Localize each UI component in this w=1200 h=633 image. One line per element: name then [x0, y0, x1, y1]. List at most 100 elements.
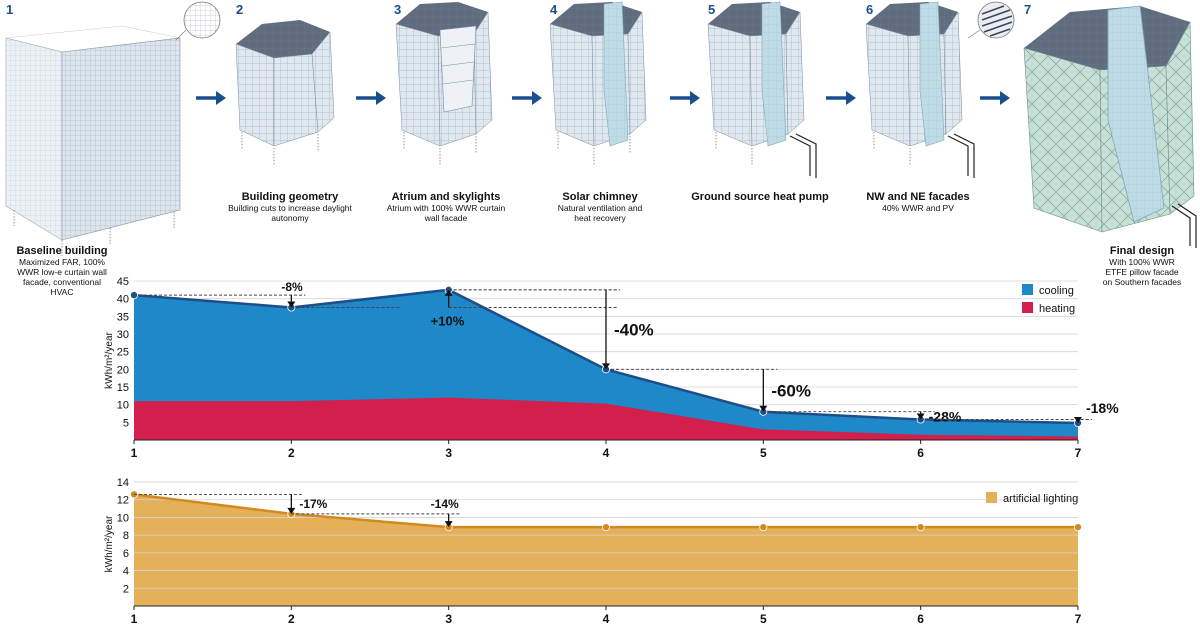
x-tick-label: 6 [917, 612, 924, 626]
x-tick-label: 2 [288, 612, 295, 626]
step-title: Atrium and skylights [392, 191, 501, 203]
change-annotation: -60% [605, 368, 811, 413]
building-7-illustration [1023, 5, 1197, 248]
building-2-illustration [235, 20, 335, 166]
step-description-line: autonomy [271, 213, 309, 223]
legend-label: heating [1039, 303, 1075, 315]
step-description-line: Maximized FAR, 100% [19, 257, 105, 267]
y-tick-label: 14 [117, 477, 129, 489]
change-label: -40% [614, 321, 654, 340]
step-title: NW and NE facades [866, 191, 969, 203]
x-tick-label: 7 [1075, 446, 1082, 460]
y-tick-label: 10 [117, 512, 129, 524]
x-tick-label: 3 [445, 612, 452, 626]
step-number-4: 4 [550, 2, 558, 17]
y-axis-label: kWh/m²/year [104, 515, 115, 572]
step-number-2: 2 [236, 2, 243, 17]
legend: cooling heating [1022, 284, 1075, 315]
x-tick-label: 1 [131, 612, 138, 626]
step-title: Baseline building [16, 245, 107, 257]
y-tick-label: 25 [117, 347, 129, 359]
step-number-6: 6 [866, 2, 873, 17]
legend-label: cooling [1039, 285, 1074, 297]
x-tick-label: 4 [603, 446, 610, 460]
step-arrow-icon [196, 91, 226, 105]
step-description-line: facade, conventional [23, 277, 101, 287]
legend: artificial lighting [986, 492, 1078, 505]
data-point [916, 523, 925, 532]
building-6-illustration [865, 1, 975, 178]
step-arrow-icon [826, 91, 856, 105]
change-label: -17% [299, 497, 327, 511]
step-description-line: WWR low-e curtain wall [17, 267, 107, 277]
facade-detail-circle-1 [175, 1, 221, 41]
x-tick-label: 6 [917, 446, 924, 460]
legend-swatch [986, 492, 997, 503]
step-description-line: Natural ventilation and [558, 203, 643, 213]
step-description-line: With 100% WWR [1109, 257, 1175, 267]
change-annotation: -17% [134, 493, 328, 514]
y-tick-label: 15 [117, 382, 129, 394]
lighting-area [134, 494, 1078, 606]
step-arrow-icon [512, 91, 542, 105]
step-title: Ground source heat pump [691, 191, 829, 203]
step-description-line: Building cuts to increase daylight [228, 203, 352, 213]
building-4-illustration [549, 1, 647, 166]
step-number-1: 1 [6, 2, 13, 17]
step-arrow-icon [980, 91, 1010, 105]
step-title: Final design [1110, 245, 1174, 257]
data-point [759, 523, 768, 532]
step-description-line: on Southern facades [1103, 277, 1181, 287]
building-5-illustration [707, 1, 817, 178]
step-description-line: wall facade [424, 213, 468, 223]
x-tick-label: 2 [288, 446, 295, 460]
x-tick-label: 3 [445, 446, 452, 460]
step-number-7: 7 [1024, 2, 1031, 17]
step-description-line: HVAC [51, 287, 74, 297]
change-label: +10% [431, 314, 465, 329]
y-tick-label: 35 [117, 311, 129, 323]
building-1-illustration [5, 25, 181, 256]
pv-detail-circle [967, 1, 1015, 39]
change-label: -14% [431, 497, 459, 511]
change-label: -18% [1086, 400, 1119, 416]
y-tick-label: 40 [117, 294, 129, 306]
step-title: Building geometry [242, 191, 339, 203]
step-description-line: heat recovery [574, 213, 626, 223]
step-description-line: 40% WWR and PV [882, 203, 954, 213]
step-description-line: Atrium with 100% WWR curtain [387, 203, 506, 213]
building-3-illustration [395, 2, 493, 166]
data-point [601, 523, 610, 532]
heating-area [134, 397, 1078, 440]
y-tick-label: 6 [123, 548, 129, 560]
change-label: -8% [281, 280, 303, 294]
change-annotation: -18% [920, 400, 1119, 424]
change-annotation: -14% [291, 497, 461, 528]
y-tick-label: 10 [117, 400, 129, 412]
x-tick-label: 1 [131, 446, 138, 460]
step-arrow-icon [356, 91, 386, 105]
y-tick-label: 30 [117, 329, 129, 341]
step-number-5: 5 [708, 2, 715, 17]
change-annotation: -28% [763, 409, 962, 425]
legend-swatch [1022, 284, 1033, 295]
step-arrow-icon [670, 91, 700, 105]
change-annotation: -8% [134, 280, 402, 308]
step-title: Solar chimney [562, 191, 638, 203]
step-description-line: ETFE pillow facade [1105, 267, 1178, 277]
step-caption-5: Ground source heat pump [691, 191, 829, 203]
x-tick-label: 7 [1075, 612, 1082, 626]
legend-label: artificial lighting [1003, 493, 1078, 505]
y-tick-label: 8 [123, 530, 129, 542]
y-tick-label: 45 [117, 276, 129, 288]
y-axis-label: kWh/m²/year [104, 331, 115, 388]
